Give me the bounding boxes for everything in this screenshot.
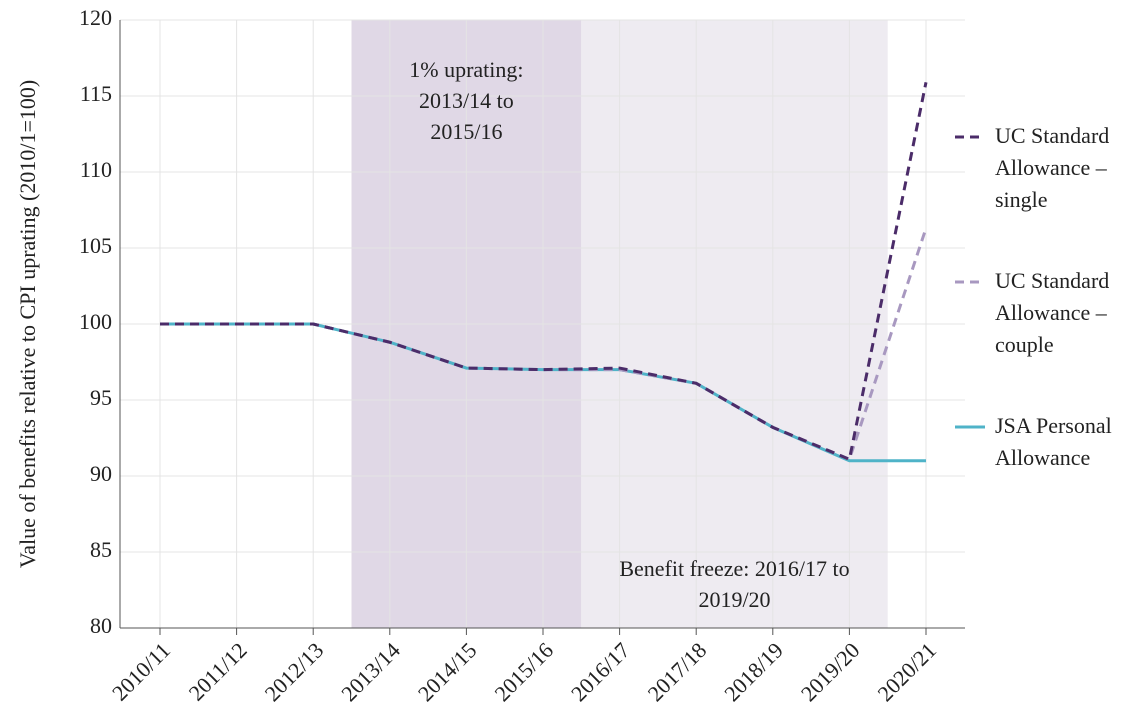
x-tick-label: 2012/13: [260, 637, 329, 706]
y-tick-label: 90: [90, 461, 112, 486]
x-tick-label: 2014/15: [413, 637, 482, 706]
x-tick-label: 2015/16: [489, 637, 558, 706]
y-tick-label: 110: [80, 157, 112, 182]
x-tick-label: 2010/11: [107, 637, 175, 705]
series-line: [160, 82, 928, 462]
legend-label: JSA Personal Allowance: [995, 413, 1112, 470]
x-tick-label: 2011/12: [184, 637, 252, 705]
x-tick-label: 2019/20: [796, 637, 865, 706]
y-tick-label: 80: [90, 613, 112, 638]
y-tick-label: 100: [79, 309, 112, 334]
legend-label: UC Standard Allowance – single: [995, 123, 1110, 212]
y-tick-label: 85: [90, 537, 112, 562]
y-axis-title: Value of benefits relative to CPI uprati…: [15, 80, 40, 568]
x-tick-label: 2020/21: [872, 637, 941, 706]
y-tick-label: 120: [79, 5, 112, 30]
x-tick-label: 2018/19: [719, 637, 788, 706]
legend-label: UC Standard Allowance – couple: [995, 268, 1110, 357]
y-tick-label: 105: [79, 233, 112, 258]
y-tick-label: 115: [80, 81, 112, 106]
x-tick-label: 2017/18: [643, 637, 712, 706]
region-label: Benefit freeze: 2016/17 to 2019/20: [619, 556, 850, 612]
region-label: 1% uprating: 2013/14 to 2015/16: [409, 57, 524, 144]
y-tick-label: 95: [90, 385, 112, 410]
x-tick-label: 2016/17: [566, 637, 635, 706]
x-tick-label: 2013/14: [336, 637, 405, 706]
